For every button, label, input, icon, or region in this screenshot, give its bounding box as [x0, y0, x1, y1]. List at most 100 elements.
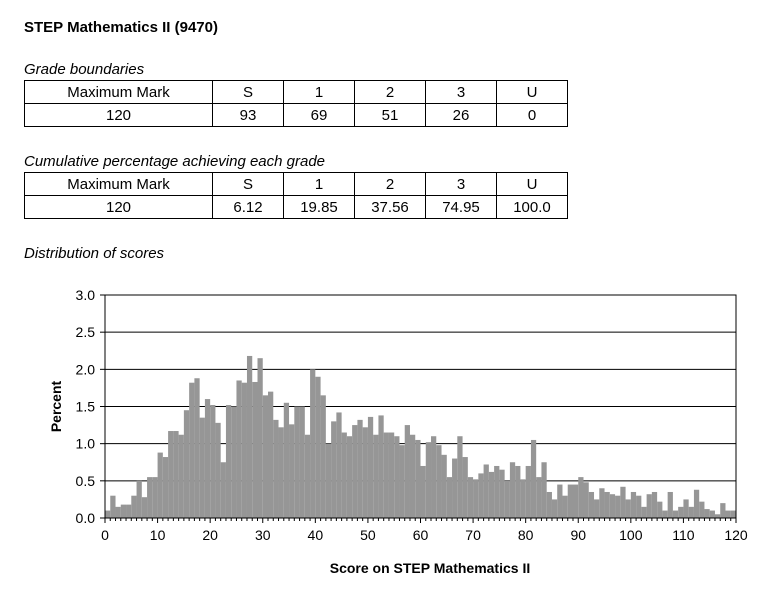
bar	[667, 491, 673, 518]
bar	[688, 506, 694, 518]
bar	[720, 503, 726, 518]
header-cell: 2	[354, 172, 426, 196]
header-cell: S	[212, 80, 284, 104]
bar	[136, 480, 142, 518]
bar	[714, 514, 721, 518]
x-tick-label: 80	[518, 527, 534, 543]
page-title: STEP Mathematics II (9470)	[24, 19, 218, 36]
header-cell: Maximum Mark	[24, 80, 213, 104]
y-tick-label: 2.0	[76, 361, 96, 377]
bar	[331, 421, 337, 518]
bar	[657, 501, 663, 518]
bar	[246, 355, 253, 518]
x-tick-label: 0	[101, 527, 109, 543]
bar	[462, 457, 468, 518]
bar	[699, 501, 705, 518]
bar	[210, 405, 216, 518]
bar	[131, 495, 137, 518]
table-row: 120 6.12 19.85 37.56 74.95 100.0	[24, 195, 568, 219]
bar	[620, 486, 626, 518]
bar	[494, 465, 500, 518]
bar	[578, 477, 584, 518]
bar	[536, 477, 542, 518]
bar	[641, 506, 647, 518]
bar	[488, 471, 495, 518]
bar	[357, 419, 363, 518]
bar	[352, 425, 358, 518]
bar	[278, 427, 284, 518]
bar	[262, 395, 269, 518]
x-tick-label: 90	[570, 527, 586, 543]
bar	[268, 391, 274, 518]
bar	[404, 425, 410, 518]
bar	[651, 491, 658, 518]
bar	[509, 462, 516, 518]
x-tick-label: 70	[465, 527, 481, 543]
header-cell: 1	[283, 80, 355, 104]
header-cell: 3	[425, 172, 497, 196]
bar	[562, 495, 568, 518]
y-tick-label: 0.0	[76, 510, 96, 526]
bar	[425, 442, 432, 518]
bar	[168, 431, 174, 518]
value-cell: 0	[496, 103, 568, 127]
header-cell: S	[212, 172, 284, 196]
cumulative-table: Maximum Mark S 1 2 3 U 120 6.12 19.85 37…	[24, 172, 568, 219]
bar	[147, 477, 153, 518]
bar	[541, 462, 547, 518]
bar	[409, 434, 416, 518]
bar	[325, 443, 332, 518]
x-tick-label: 50	[360, 527, 376, 543]
header-cell: 3	[425, 80, 497, 104]
bar	[499, 469, 505, 518]
bar	[157, 452, 163, 518]
bar	[557, 484, 563, 518]
distribution-caption: Distribution of scores	[24, 245, 165, 262]
value-cell: 93	[212, 103, 284, 127]
bar	[183, 410, 190, 518]
header-cell: U	[496, 172, 568, 196]
bar	[367, 416, 374, 518]
score-distribution-chart: 0.0 0.5 1.0 1.5 2.0 2.5 3.0 0 10 20 30 40 50 60 70 80 90…	[48, 287, 748, 576]
cumulative-caption: Cumulative percentage achieving each gra…	[24, 153, 326, 170]
bar	[225, 405, 232, 518]
value-cell: 100.0	[496, 195, 568, 219]
y-tick-label: 1.0	[76, 436, 96, 452]
bar	[467, 477, 474, 518]
bar	[115, 506, 121, 518]
y-axis-label: Percent	[48, 380, 64, 432]
y-tick-label: 3.0	[76, 287, 96, 303]
bar	[525, 465, 531, 518]
bar	[299, 406, 305, 518]
bar	[567, 484, 573, 518]
bar	[315, 376, 321, 518]
bar	[304, 434, 311, 518]
bar	[415, 439, 421, 518]
x-tick-label: 30	[255, 527, 271, 543]
bar	[609, 494, 616, 518]
bar	[678, 506, 684, 518]
bar	[588, 491, 595, 518]
bar	[473, 479, 479, 518]
value-cell: 6.12	[212, 195, 284, 219]
bar	[257, 358, 263, 518]
value-cell: 19.85	[283, 195, 355, 219]
bar	[530, 439, 537, 518]
bar	[583, 482, 589, 518]
bar	[120, 504, 127, 518]
bar	[599, 488, 605, 518]
bar	[394, 436, 400, 518]
bar	[189, 382, 195, 518]
header-cell: 1	[283, 172, 355, 196]
bar	[294, 406, 300, 518]
bar	[388, 432, 395, 518]
ticks: 0.0 0.5 1.0 1.5 2.0 2.5 3.0 0 10 20 30 40 50 60 70 80 90…	[76, 287, 748, 543]
value-cell: 69	[283, 103, 355, 127]
bar	[162, 457, 169, 518]
bar	[346, 436, 353, 518]
bar	[709, 510, 715, 518]
bar	[630, 491, 637, 518]
bar	[378, 415, 384, 518]
bar	[546, 491, 552, 518]
bar	[683, 499, 689, 518]
